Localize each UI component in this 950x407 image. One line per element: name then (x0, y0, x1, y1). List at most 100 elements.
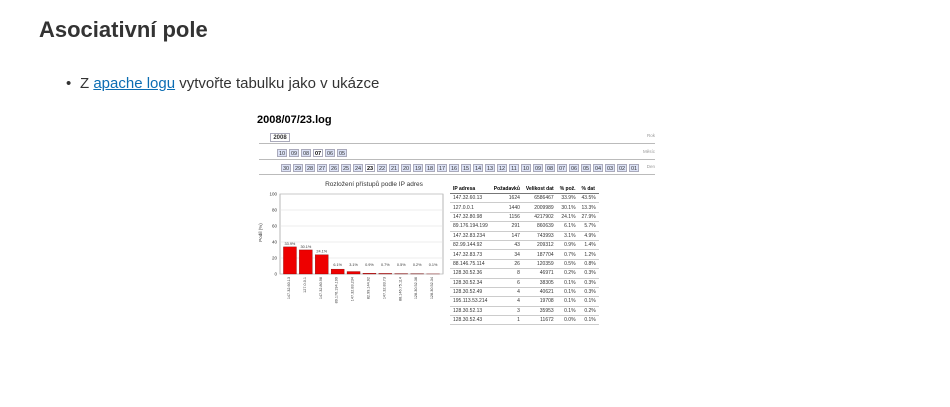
ip-table-header-cell: % pož. (556, 184, 579, 194)
ip-table-header-cell: IP adresa (450, 184, 491, 194)
page-title: Asociativní pole (39, 17, 208, 42)
table-cell: 147.32.60.13 (450, 193, 491, 204)
day-row-label: Den (646, 164, 655, 169)
table-cell: 0.1% (556, 278, 579, 288)
day-26[interactable]: 26 (329, 164, 339, 172)
day-06[interactable]: 06 (569, 164, 579, 172)
table-row: 128.30.52.36 8 46971 0.2% 0.3% (450, 268, 599, 279)
x-tick-label: 147.32.60.13 (287, 277, 291, 299)
table-cell: 35953 (522, 306, 557, 317)
month-10[interactable]: 10 (277, 149, 287, 157)
day-14[interactable]: 14 (473, 164, 483, 172)
x-tick-label: 82.99.144.92 (366, 277, 370, 299)
day-12[interactable]: 12 (497, 164, 507, 172)
day-22[interactable]: 22 (377, 164, 387, 172)
table-cell: 3.1% (556, 231, 579, 241)
table-cell: 6.1% (556, 221, 579, 232)
month-06[interactable]: 06 (325, 149, 335, 157)
bullet-suffix: vytvořte tabulku jako v ukázce (175, 75, 380, 92)
day-20[interactable]: 20 (401, 164, 411, 172)
x-tick-label: 147.32.83.234 (351, 277, 355, 301)
month-09[interactable]: 09 (289, 149, 299, 157)
bar (346, 271, 361, 275)
table-cell: 0.2% (556, 268, 579, 279)
table-cell: 1440 (490, 202, 523, 213)
bar (299, 249, 313, 275)
table-row: 128.30.52.13 3 35953 0.1% 0.2% (450, 306, 599, 317)
table-cell: 89.176.194.199 (450, 221, 491, 232)
table-cell: 8 (490, 268, 523, 279)
table-cell: 4.9% (578, 231, 599, 241)
day-09[interactable]: 09 (533, 164, 543, 172)
day-30[interactable]: 30 (281, 164, 291, 172)
data-label: 33.9% (285, 242, 296, 246)
day-25[interactable]: 25 (341, 164, 351, 172)
day-24[interactable]: 24 (353, 164, 363, 172)
x-tick-label: 128.30.52.34 (430, 277, 434, 299)
table-row: 88.146.75.114 26 120359 0.5% 0.8% (450, 259, 599, 270)
day-05[interactable]: 05 (581, 164, 591, 172)
data-label: 6.1% (333, 263, 342, 267)
table-cell: 6 (490, 278, 523, 288)
table-row: 195.113.53.214 4 19708 0.1% 0.1% (450, 296, 599, 307)
day-18[interactable]: 18 (425, 164, 435, 172)
table-cell: 1.2% (578, 249, 599, 260)
day-03[interactable]: 03 (605, 164, 615, 172)
day-23[interactable]: 23 (365, 164, 375, 172)
day-16[interactable]: 16 (449, 164, 459, 172)
table-row: 128.30.52.34 6 38305 0.1% 0.3% (450, 278, 599, 288)
table-cell: 0.9% (556, 240, 579, 251)
table-cell: 128.30.52.49 (450, 287, 491, 298)
day-11[interactable]: 11 (509, 164, 519, 172)
day-19[interactable]: 19 (413, 164, 423, 172)
month-row-label: Měsíc (642, 149, 655, 154)
table-cell: 128.30.52.13 (450, 306, 491, 317)
day-02[interactable]: 02 (617, 164, 627, 172)
day-13[interactable]: 13 (485, 164, 495, 172)
table-cell: 11672 (522, 315, 557, 326)
table-cell: 0.7% (556, 249, 579, 260)
y-tick-label: 100 (269, 192, 277, 197)
table-cell: 34 (490, 249, 523, 260)
table-cell: 26 (490, 259, 523, 270)
apache-log-link[interactable]: apache logu (93, 75, 176, 92)
day-17[interactable]: 17 (437, 164, 447, 172)
table-cell: 3 (490, 306, 523, 317)
month-05[interactable]: 05 (337, 149, 347, 157)
day-04[interactable]: 04 (593, 164, 603, 172)
day-15[interactable]: 15 (461, 164, 471, 172)
table-row: 128.30.52.43 1 11672 0.0% 0.1% (450, 315, 599, 326)
month-divider (259, 159, 655, 160)
table-cell: 27.9% (578, 212, 599, 223)
table-cell: 120359 (522, 259, 557, 270)
month-08[interactable]: 08 (301, 149, 311, 157)
bar (283, 246, 297, 275)
table-cell: 5.7% (578, 221, 599, 232)
day-28[interactable]: 28 (305, 164, 315, 172)
data-label: 3.1% (349, 263, 358, 267)
day-27[interactable]: 27 (317, 164, 327, 172)
example-screenshot: 2008/07/23.log 2008 Rok 10 09 08 07 06 05 Měs… (257, 112, 655, 326)
table-cell: 127.0.0.1 (450, 202, 491, 213)
table-cell: 19708 (522, 296, 557, 307)
table-cell: 195.113.53.214 (450, 296, 491, 307)
month-07[interactable]: 07 (313, 149, 323, 157)
day-01[interactable]: 01 (629, 164, 639, 172)
table-cell: 209312 (522, 240, 557, 251)
x-tick-label: 89.176.194.199 (335, 277, 339, 303)
day-21[interactable]: 21 (389, 164, 399, 172)
y-tick-label: 20 (272, 256, 278, 261)
day-divider (259, 174, 655, 175)
day-07[interactable]: 07 (557, 164, 567, 172)
table-cell: 1 (490, 315, 523, 326)
day-08[interactable]: 08 (545, 164, 555, 172)
year-cell[interactable]: 2008 (270, 133, 290, 142)
day-10[interactable]: 10 (521, 164, 531, 172)
day-29[interactable]: 29 (293, 164, 303, 172)
data-label: 0.1% (429, 263, 438, 267)
table-cell: 43.5% (578, 193, 599, 204)
table-cell: 128.30.52.36 (450, 268, 491, 279)
table-row: 82.99.144.92 43 209312 0.9% 1.4% (450, 240, 599, 251)
table-cell: 40621 (522, 287, 557, 298)
table-cell: 147.32.83.73 (450, 249, 491, 260)
